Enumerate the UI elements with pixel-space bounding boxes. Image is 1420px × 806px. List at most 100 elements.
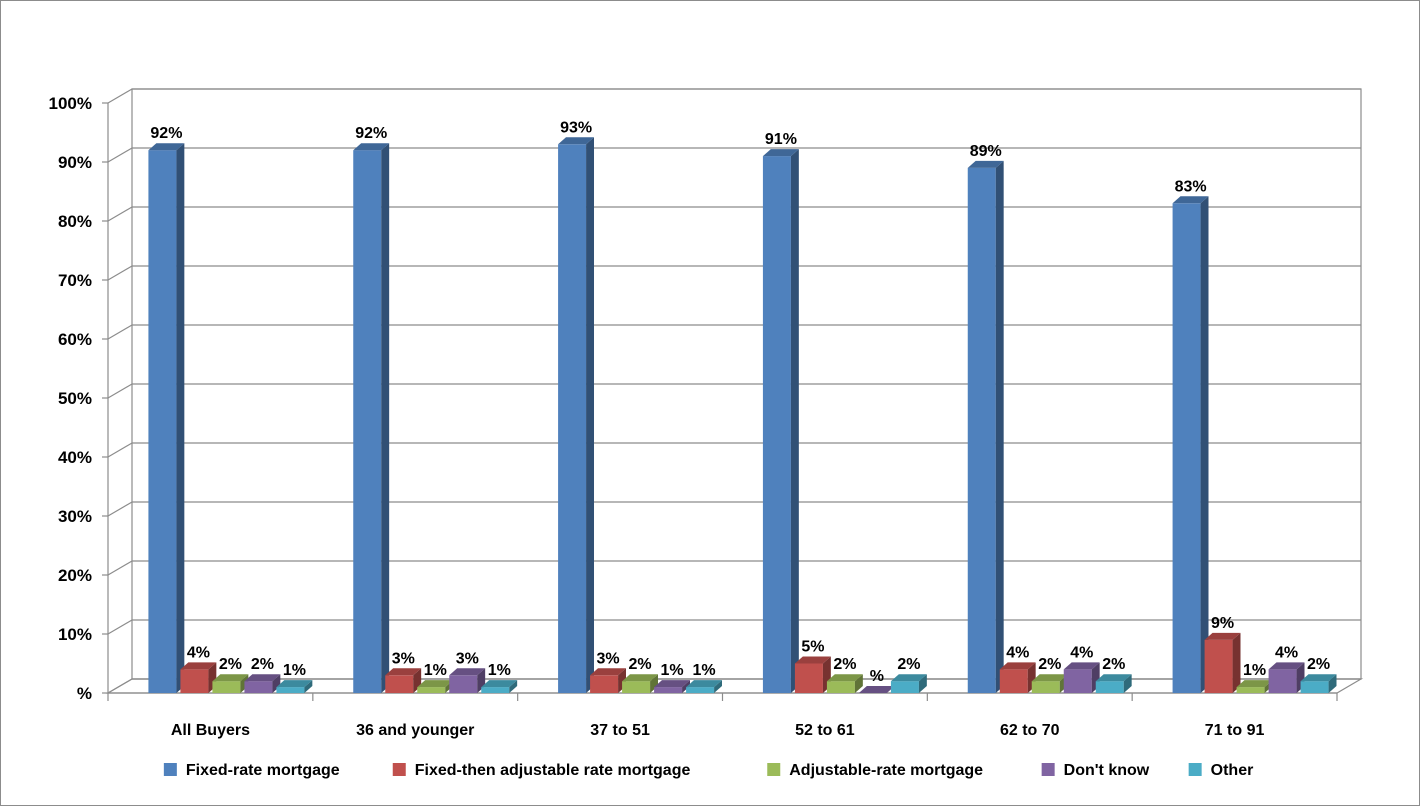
bar-front — [244, 681, 273, 693]
y-tick-label: 40% — [58, 448, 92, 467]
bar — [1236, 680, 1273, 693]
bar-side — [586, 137, 595, 694]
bar-front — [826, 681, 855, 693]
bar-side — [1232, 632, 1241, 693]
bar — [794, 656, 831, 693]
bar-front — [622, 681, 651, 693]
data-label: 1% — [283, 662, 306, 679]
bar-front — [1268, 669, 1297, 693]
bar — [999, 662, 1036, 693]
legend-label: Fixed-then adjustable rate mortgage — [415, 762, 691, 779]
bar-top — [622, 674, 659, 682]
bar-side — [304, 680, 313, 693]
bars — [148, 137, 1337, 694]
bar-top — [1268, 662, 1305, 670]
y-tick-label: 90% — [58, 153, 92, 172]
bar-top — [1236, 680, 1273, 688]
data-label: 2% — [251, 656, 274, 673]
bar — [244, 674, 281, 693]
bar — [967, 160, 1004, 693]
bar — [1204, 632, 1241, 693]
bar — [353, 143, 390, 693]
bar — [622, 674, 659, 693]
bar-front — [353, 150, 382, 693]
bar-front — [212, 681, 241, 693]
data-label: 83% — [1175, 178, 1207, 195]
bar-top — [858, 686, 895, 693]
data-label: 5% — [801, 639, 824, 656]
bar-top — [654, 680, 691, 688]
bar — [590, 668, 627, 693]
data-label: % — [870, 668, 884, 685]
legend-label: Don't know — [1064, 762, 1150, 779]
bar-top — [244, 674, 281, 682]
data-label: 93% — [560, 119, 592, 136]
bar-top — [180, 662, 217, 670]
bar-side — [509, 680, 518, 693]
bar — [858, 686, 895, 693]
bar-top — [1095, 674, 1132, 682]
data-label: 2% — [897, 656, 920, 673]
legend-item: Fixed-rate mortgage — [163, 762, 340, 779]
bar — [890, 674, 927, 693]
y-tick-label: 80% — [58, 212, 92, 231]
bar-side — [995, 160, 1004, 693]
data-label: 3% — [392, 650, 415, 667]
bar-side — [240, 674, 249, 693]
x-category-label: 62 to 70 — [1000, 722, 1060, 739]
axes — [102, 102, 1338, 701]
bar-front — [417, 687, 446, 693]
bar-front — [148, 150, 177, 693]
legend-label: Other — [1211, 762, 1254, 779]
gridline-depth — [107, 265, 133, 281]
bar-front — [967, 167, 996, 693]
bar-front — [276, 687, 305, 693]
gridlines — [107, 88, 1361, 694]
bar — [1172, 196, 1209, 694]
bar — [686, 680, 723, 693]
y-tick-label: 60% — [58, 330, 92, 349]
y-tick-label: 70% — [58, 271, 92, 290]
bar-front — [590, 675, 619, 693]
bar-top — [826, 674, 863, 682]
bar-front — [558, 144, 587, 694]
bar — [212, 674, 249, 693]
bar-side — [650, 674, 659, 693]
bar — [654, 680, 691, 693]
bar — [762, 149, 799, 694]
bar-front — [999, 669, 1028, 693]
bar-front — [180, 669, 209, 693]
bar-side — [854, 674, 863, 693]
bar-side — [1123, 674, 1132, 693]
y-tick-label: 50% — [58, 389, 92, 408]
data-label: 1% — [693, 662, 716, 679]
x-category-label: 71 to 91 — [1205, 722, 1265, 739]
gridline-depth — [107, 678, 133, 694]
data-label: 3% — [456, 650, 479, 667]
bar-top — [385, 668, 422, 676]
bar-top — [590, 668, 627, 676]
bar — [1095, 674, 1132, 693]
bar-front — [1204, 639, 1233, 693]
gridline-depth — [107, 560, 133, 576]
bar-front — [1172, 203, 1201, 694]
data-label: 2% — [219, 656, 242, 673]
legend: Fixed-rate mortgage Fixed-then adjustable… — [163, 762, 1254, 779]
data-label: 91% — [765, 131, 797, 148]
data-label: 2% — [1307, 656, 1330, 673]
bar — [180, 662, 217, 693]
bar — [1268, 662, 1305, 693]
gridline-depth — [107, 324, 133, 340]
bar-front — [794, 663, 823, 693]
gridline-depth — [107, 206, 133, 222]
gridline-depth — [107, 383, 133, 399]
data-label: 1% — [424, 662, 447, 679]
bar-top — [276, 680, 313, 688]
bar-front — [654, 687, 683, 693]
bar — [826, 674, 863, 693]
data-label: 1% — [488, 662, 511, 679]
legend-swatch — [1041, 763, 1055, 776]
bar-side — [176, 143, 185, 693]
bar-front — [1300, 681, 1329, 693]
bar — [148, 143, 185, 693]
